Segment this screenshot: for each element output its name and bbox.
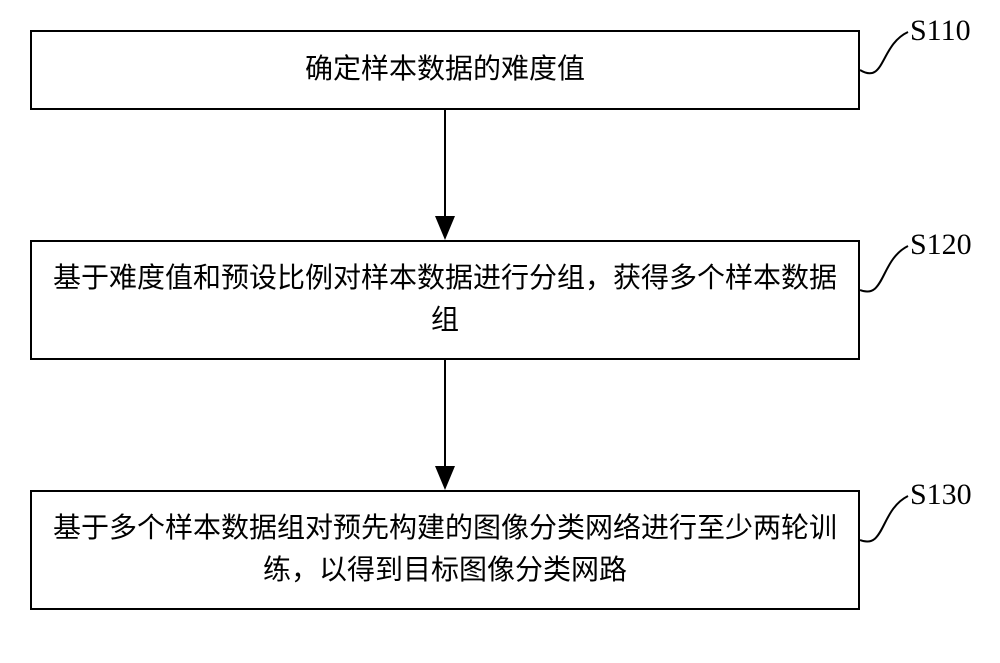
flowchart-canvas: 确定样本数据的难度值 基于难度值和预设比例对样本数据进行分组，获得多个样本数据组… xyxy=(0,0,1000,663)
curve-s120 xyxy=(860,246,908,292)
curve-s110 xyxy=(860,32,908,73)
curve-s130 xyxy=(860,496,908,542)
connectors-svg xyxy=(0,0,1000,663)
